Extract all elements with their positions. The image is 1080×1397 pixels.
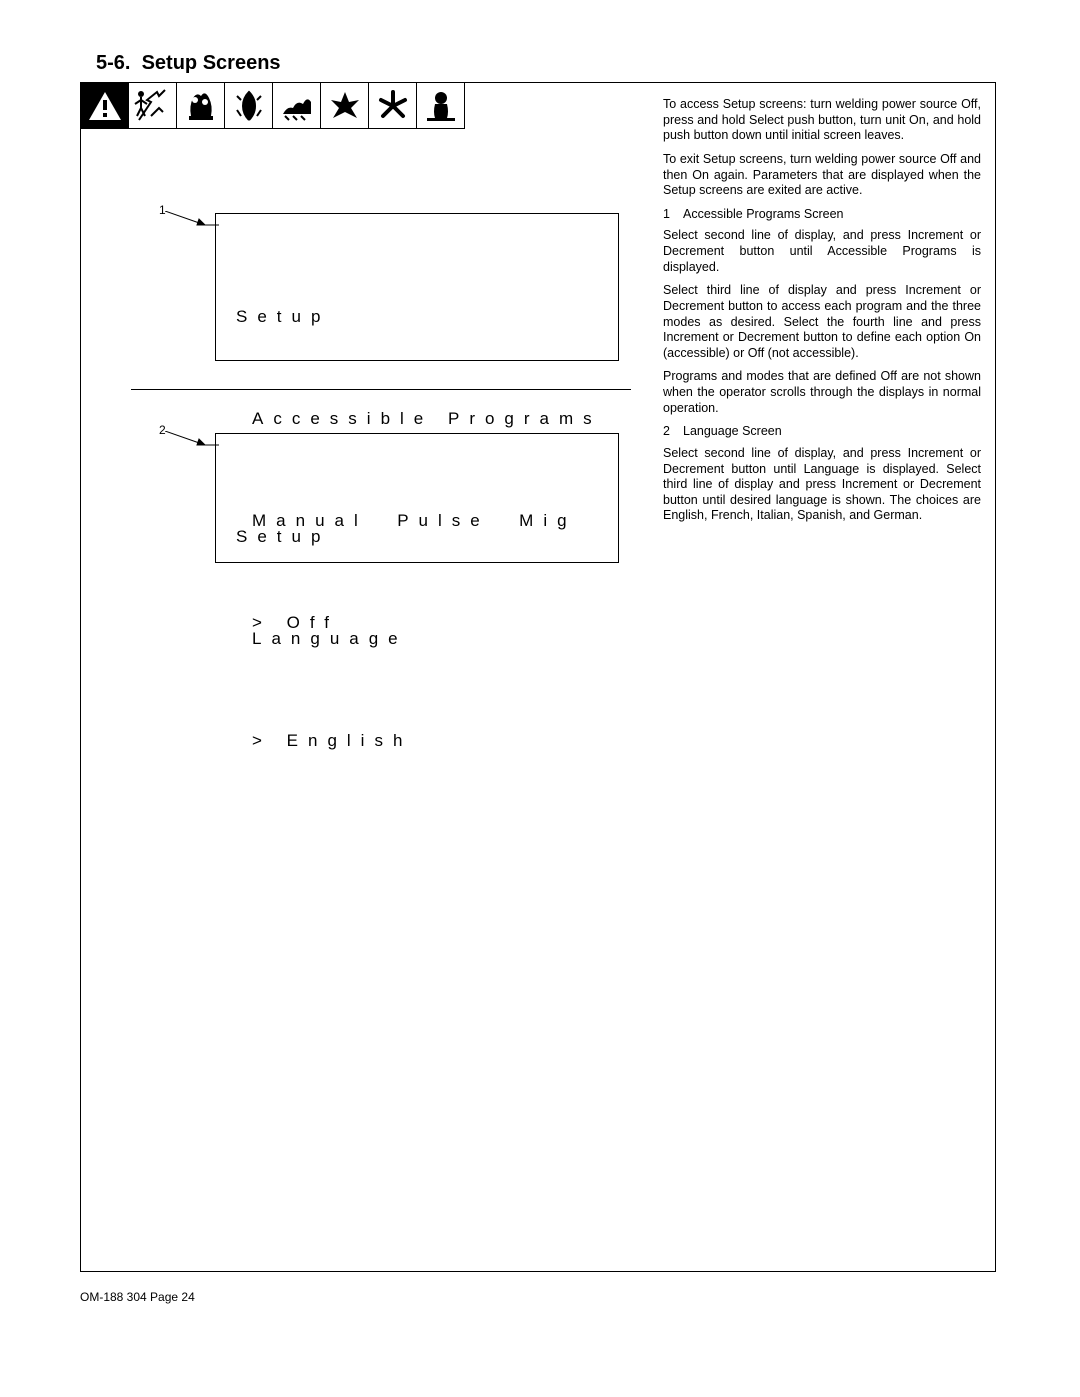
panel2-line1: Setup <box>236 520 598 554</box>
paragraph: Programs and modes that are defined Off … <box>663 369 981 416</box>
hazard-icon-7 <box>417 83 465 129</box>
panel2-line3: > English <box>236 724 598 758</box>
section-name: Setup Screens <box>142 52 281 74</box>
display-panel-2: Setup Language > English <box>215 433 619 563</box>
paragraph: To access Setup screens: turn welding po… <box>663 97 981 144</box>
panel1-line1: Setup <box>236 300 598 334</box>
paragraph: To exit Setup screens, turn welding powe… <box>663 152 981 199</box>
hazard-icon-6 <box>369 83 417 129</box>
panel1-line2: Accessible Programs <box>236 402 598 436</box>
content-frame: 1 Setup Accessible Programs Manual Pulse… <box>80 82 996 1272</box>
legend-item-1: 1 Accessible Programs Screen <box>663 207 981 223</box>
callout-2-line <box>165 431 221 449</box>
callout-1-line <box>165 211 221 229</box>
hazard-icon-5 <box>321 83 369 129</box>
legend-1-num: 1 <box>663 207 683 223</box>
paragraph: Select second line of display, and press… <box>663 446 981 524</box>
legend-2-text: Language Screen <box>683 424 782 440</box>
paragraph: Select second line of display, and press… <box>663 228 981 275</box>
hazard-icon-4 <box>273 83 321 129</box>
page-footer: OM-188 304 Page 24 <box>80 1290 195 1304</box>
paragraph: Select third line of display and press I… <box>663 283 981 361</box>
safety-icon-strip <box>81 83 465 129</box>
legend-2-num: 2 <box>663 424 683 440</box>
legend-1-text: Accessible Programs Screen <box>683 207 843 223</box>
hazard-icon-1 <box>129 83 177 129</box>
hazard-icon-2 <box>177 83 225 129</box>
hazard-icon-3 <box>225 83 273 129</box>
display-panel-1: Setup Accessible Programs Manual Pulse M… <box>215 213 619 361</box>
section-number: 5-6. <box>96 52 130 74</box>
right-text-column: To access Setup screens: turn welding po… <box>663 97 981 532</box>
divider-line <box>131 389 631 390</box>
section-title: 5-6. Setup Screens <box>96 52 281 75</box>
page: 5-6. Setup Screens <box>0 0 1080 1397</box>
warning-icon <box>81 83 129 129</box>
legend-item-2: 2 Language Screen <box>663 424 981 440</box>
panel2-line2: Language <box>236 622 598 656</box>
